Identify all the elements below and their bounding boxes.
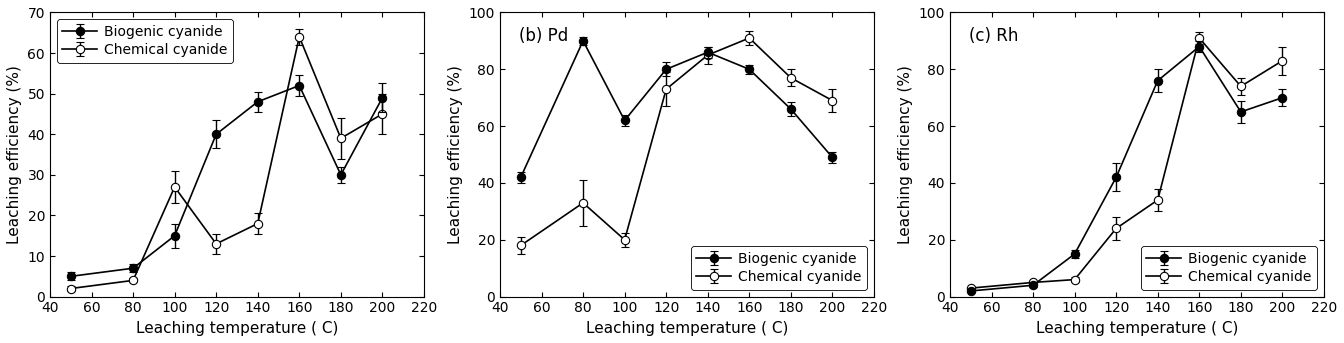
Text: (c) Rh: (c) Rh <box>969 27 1017 45</box>
X-axis label: Leaching temperature ( C): Leaching temperature ( C) <box>1036 321 1238 336</box>
Y-axis label: Leaching efficiency (%): Leaching efficiency (%) <box>448 65 464 244</box>
X-axis label: Leaching temperature ( C): Leaching temperature ( C) <box>136 321 339 336</box>
Y-axis label: Leaching efficiency (%): Leaching efficiency (%) <box>898 65 913 244</box>
X-axis label: Leaching temperature ( C): Leaching temperature ( C) <box>586 321 788 336</box>
Text: (a) Pt: (a) Pt <box>69 27 113 45</box>
Legend: Biogenic cyanide, Chemical cyanide: Biogenic cyanide, Chemical cyanide <box>56 20 233 63</box>
Legend: Biogenic cyanide, Chemical cyanide: Biogenic cyanide, Chemical cyanide <box>1141 246 1317 290</box>
Text: (b) Pd: (b) Pd <box>519 27 569 45</box>
Y-axis label: Leaching efficiency (%): Leaching efficiency (%) <box>7 65 22 244</box>
Legend: Biogenic cyanide, Chemical cyanide: Biogenic cyanide, Chemical cyanide <box>691 246 867 290</box>
